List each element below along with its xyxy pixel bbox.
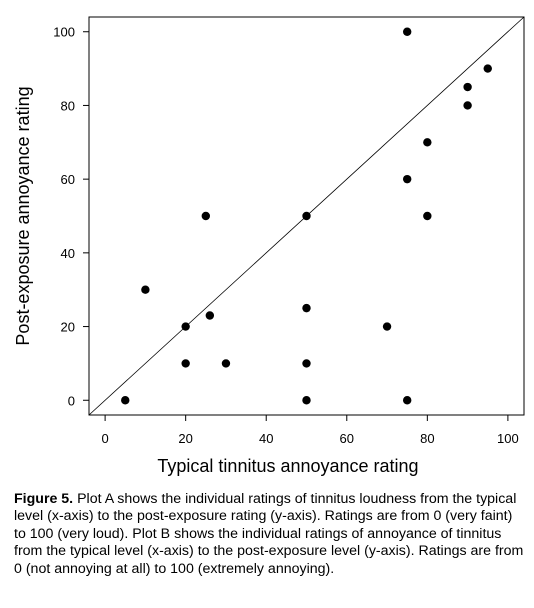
data-point: [463, 82, 472, 92]
plot-frame: [88, 16, 525, 416]
data-point: [121, 396, 130, 405]
x-tick-label: 100: [497, 431, 519, 446]
data-point: [221, 359, 231, 368]
y-tick-label: 80: [61, 98, 75, 113]
data-point: [302, 396, 311, 405]
figure-label: Figure 5.: [14, 491, 74, 507]
figure-caption-text: Plot A shows the individual ratings of t…: [14, 491, 524, 577]
y-tick-label: 20: [61, 320, 75, 335]
figure-caption: Figure 5. Plot A shows the individual ra…: [14, 491, 524, 578]
y-tick-label: 60: [61, 172, 75, 187]
x-tick-label: 40: [259, 431, 273, 446]
data-point: [402, 174, 412, 184]
x-axis: 0 20 40 60 80 100: [101, 415, 519, 446]
data-point: [181, 322, 190, 331]
data-point: [201, 211, 211, 221]
x-axis-title: Typical tinnitus annoyance rating: [157, 456, 418, 476]
data-point: [302, 303, 311, 313]
x-tick-label: 60: [340, 431, 354, 446]
data-point: [205, 311, 215, 320]
data-point: [141, 285, 150, 294]
data-point: [423, 138, 432, 147]
data-point: [302, 359, 311, 368]
y-tick-label: 40: [61, 246, 75, 261]
y-tick-label: 0: [68, 393, 75, 408]
data-point: [463, 101, 472, 110]
data-point: [402, 396, 412, 405]
data-points: [121, 27, 492, 405]
y-axis: 0 20 40 60 80 100: [53, 25, 89, 408]
data-point: [382, 322, 392, 331]
data-point: [302, 211, 311, 221]
data-point: [181, 359, 190, 368]
data-point: [402, 27, 412, 36]
scatter-chart: 0 20 40 60 80 100 0 20 40 60 80 100 Typical tinnit…: [13, 16, 525, 476]
y-axis-title: Post-exposure annoyance rating: [13, 86, 33, 345]
data-point: [423, 211, 432, 221]
x-tick-label: 80: [420, 431, 434, 446]
x-tick-label: 20: [178, 431, 192, 446]
y-tick-label: 100: [53, 25, 75, 40]
x-tick-label: 0: [101, 431, 108, 446]
data-point: [483, 64, 492, 73]
